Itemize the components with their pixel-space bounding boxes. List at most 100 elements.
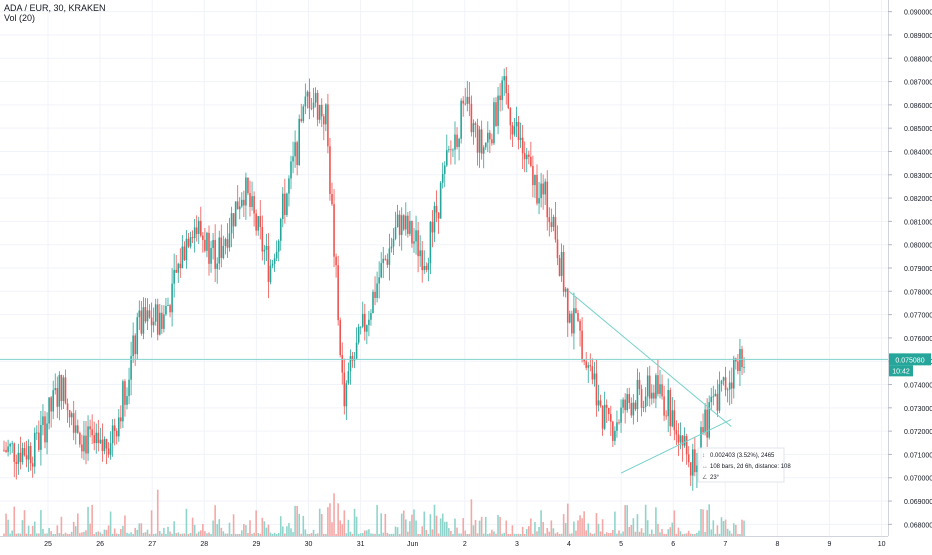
candle-body bbox=[5, 450, 7, 452]
candle-body bbox=[525, 154, 528, 160]
candle-body bbox=[46, 423, 48, 443]
candle-body bbox=[612, 421, 614, 441]
volume-bar bbox=[222, 531, 225, 536]
candle-body bbox=[482, 147, 485, 154]
volume-bar bbox=[692, 533, 694, 536]
candle-body bbox=[566, 288, 569, 323]
candle-body bbox=[378, 277, 380, 284]
volume-bar bbox=[704, 531, 706, 536]
drawings[interactable]: ↕ 0.002403 (3.52%), 2465↔ 108 bars, 2d 6h,… bbox=[568, 290, 791, 483]
candle-body bbox=[54, 388, 57, 391]
candle-body bbox=[257, 216, 259, 231]
price-tick-label: 0.074000 bbox=[904, 383, 932, 390]
candle-body bbox=[603, 404, 606, 429]
candle-body bbox=[42, 416, 44, 425]
volume-bar bbox=[622, 531, 624, 536]
candle-body bbox=[200, 220, 202, 236]
volume-bar bbox=[214, 505, 216, 536]
volume-bar bbox=[642, 532, 645, 536]
candle-body bbox=[702, 427, 704, 433]
candle-body bbox=[405, 215, 407, 230]
volume-bar bbox=[396, 527, 399, 536]
volume-bar bbox=[591, 533, 594, 536]
volume-bar bbox=[331, 522, 333, 536]
volume-bar bbox=[19, 533, 22, 536]
candle-body bbox=[513, 126, 516, 135]
candle-body bbox=[454, 134, 456, 150]
ascending-trendline[interactable] bbox=[620, 419, 732, 474]
volume-bar bbox=[306, 533, 309, 536]
volume-bar bbox=[251, 533, 253, 536]
volume-bar bbox=[743, 520, 745, 536]
price-axis[interactable]: 0.090000 0.089000 0.088000 0.087000 0.086000… bbox=[888, 0, 932, 536]
candle-body bbox=[163, 314, 165, 329]
volume-bar bbox=[472, 525, 475, 536]
volume-bar bbox=[364, 530, 366, 536]
candle-body bbox=[175, 269, 177, 273]
volume-bar bbox=[97, 531, 100, 536]
grid bbox=[0, 0, 888, 536]
volume-legend[interactable]: Vol (20) bbox=[4, 13, 36, 23]
candle-body bbox=[675, 430, 678, 435]
volume-bar bbox=[208, 532, 210, 536]
volume-bar bbox=[671, 522, 674, 536]
volume-bar bbox=[476, 533, 479, 536]
volume-bar bbox=[310, 533, 313, 536]
candle-body bbox=[122, 381, 124, 422]
candle-body bbox=[722, 377, 725, 381]
volume-bar bbox=[27, 525, 30, 536]
volume-bar bbox=[15, 533, 18, 536]
volume-bar bbox=[5, 513, 7, 536]
candle-body bbox=[419, 250, 421, 257]
volume-bar bbox=[284, 533, 286, 536]
candle-body bbox=[103, 439, 106, 452]
volume-bar bbox=[427, 533, 430, 536]
candle-body bbox=[726, 389, 729, 391]
time-axis[interactable]: 25 26 27 28 29 30 31 Jun 2 3 4 5 6 7 8 9 10 bbox=[0, 536, 888, 549]
candle-body bbox=[138, 310, 141, 318]
candle-body bbox=[85, 435, 87, 454]
volume-bar bbox=[575, 530, 577, 536]
volume-bar bbox=[265, 527, 268, 536]
volume-bar bbox=[191, 517, 194, 536]
volume-bar bbox=[257, 533, 259, 536]
candle-body bbox=[17, 452, 20, 464]
candle-body bbox=[464, 103, 467, 105]
candle-body bbox=[677, 434, 680, 443]
candle-body bbox=[644, 396, 647, 407]
volume-bar bbox=[81, 532, 83, 536]
candle-body bbox=[689, 462, 692, 476]
candle-body bbox=[523, 153, 526, 160]
volume-bar bbox=[292, 532, 294, 536]
volume-bar bbox=[628, 527, 631, 536]
volume-bar bbox=[103, 529, 106, 536]
measure-tooltip-line: 108 bars, 2d 6h, distance: 108 bbox=[710, 464, 791, 470]
candle-body bbox=[480, 129, 483, 154]
volume-bar bbox=[25, 533, 28, 536]
candle-body bbox=[306, 91, 309, 97]
candle-body bbox=[44, 416, 46, 443]
candle-body bbox=[364, 313, 366, 332]
time-tick-label: 30 bbox=[305, 541, 313, 548]
volume-bar bbox=[249, 520, 251, 536]
volume-bar bbox=[739, 533, 741, 536]
candle-body bbox=[284, 193, 286, 215]
candle-body bbox=[220, 237, 223, 258]
candle-body bbox=[294, 142, 296, 157]
symbol-legend[interactable]: ADA / EUR, 30, KRAKEN bbox=[4, 3, 106, 13]
candle-body bbox=[105, 439, 108, 449]
candle-body bbox=[538, 198, 540, 204]
volume-bar bbox=[50, 531, 52, 536]
volume-bar bbox=[323, 533, 325, 536]
volume-bar bbox=[425, 530, 428, 536]
volume-bar bbox=[245, 525, 247, 536]
candle-body bbox=[48, 397, 50, 424]
candle-body bbox=[626, 394, 628, 411]
candle-body bbox=[396, 214, 399, 228]
volume-bar bbox=[595, 513, 598, 536]
volume-bar bbox=[101, 533, 104, 536]
candle-body bbox=[569, 313, 571, 323]
volume-bar bbox=[17, 533, 20, 536]
